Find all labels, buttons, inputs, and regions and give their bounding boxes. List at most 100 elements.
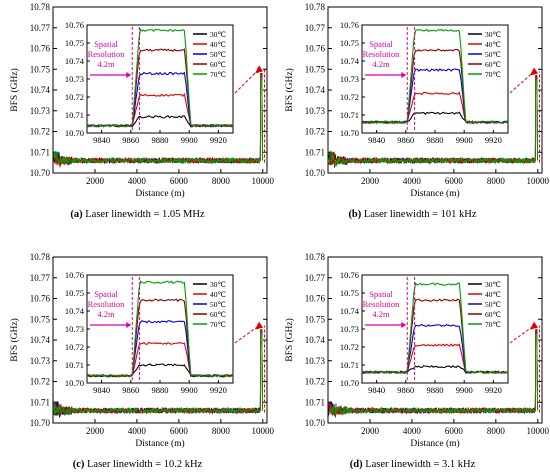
x-axis-label: Distance (m) — [135, 188, 184, 199]
resolution-annotation: Spatial — [94, 289, 118, 299]
chart-panel: 10.70 10.71 10.72 10.73 10.74 10.75 10.76 10.77… — [284, 2, 550, 199]
inset-x-tick-label: 9880 — [427, 385, 444, 395]
y-tick-label: 10.70 — [30, 418, 51, 428]
inset-y-tick-label: 10.72 — [65, 92, 84, 102]
chart-panel: 10.70 10.71 10.72 10.73 10.74 10.75 10.76 10.77… — [9, 2, 275, 199]
x-tick-label: 2000 — [86, 176, 105, 186]
y-tick-label: 10.75 — [30, 64, 51, 74]
legend-label: 40℃ — [485, 290, 502, 299]
inset-y-tick-label: 10.75 — [65, 38, 84, 48]
legend-label: 70℃ — [210, 320, 227, 329]
x-tick-label: 6000 — [170, 176, 189, 186]
inset-y-tick-label: 10.72 — [340, 342, 359, 352]
inset-y-tick-label: 10.73 — [340, 324, 359, 334]
resolution-annotation: 4.2m — [372, 59, 390, 69]
x-tick-label: 10000 — [527, 426, 550, 436]
x-tick-label: 8000 — [212, 426, 231, 436]
x-tick-label: 6000 — [445, 426, 464, 436]
resolution-annotation: Resolution — [363, 299, 401, 309]
resolution-annotation: Spatial — [369, 39, 393, 49]
y-tick-label: 10.77 — [30, 273, 51, 283]
inset-y-tick-label: 10.76 — [340, 270, 359, 280]
caption-d: (d) Laser linewidth = 3.1 kHz — [275, 459, 550, 470]
inset-y-tick-label: 10.70 — [340, 378, 359, 388]
inset-x-tick-label: 9920 — [485, 385, 502, 395]
inset-frame — [86, 274, 234, 384]
y-tick-label: 10.76 — [305, 294, 326, 304]
resolution-annotation: 4.2m — [97, 309, 115, 319]
x-tick-label: 10000 — [527, 176, 550, 186]
inset-series-line — [361, 28, 509, 125]
y-tick-label: 10.75 — [30, 314, 51, 324]
y-tick-label: 10.78 — [30, 2, 51, 12]
y-tick-label: 10.71 — [30, 147, 50, 157]
inset-y-tick-label: 10.71 — [65, 360, 84, 370]
y-tick-label: 10.78 — [305, 2, 326, 12]
inset-series-line — [86, 280, 234, 378]
inset-x-tick-label: 9920 — [210, 135, 227, 145]
series-line — [328, 330, 538, 418]
inset-y-tick-label: 10.76 — [340, 20, 359, 30]
legend-label: 30℃ — [210, 280, 227, 289]
inset-y-tick-label: 10.74 — [65, 56, 85, 66]
legend-label: 40℃ — [210, 290, 227, 299]
x-tick-label: 2000 — [361, 176, 380, 186]
y-axis-label: BFS (GHz) — [284, 68, 295, 112]
inset-frame — [361, 24, 509, 134]
inset-y-tick-label: 10.75 — [340, 38, 359, 48]
x-axis-label: Distance (m) — [135, 438, 184, 449]
caption-a: (a) Laser linewidth = 1.05 MHz — [0, 209, 275, 220]
caption-tag: (d) — [349, 459, 363, 470]
caption-tag: (a) — [70, 209, 83, 220]
inset-x-tick-label: 9900 — [456, 385, 473, 395]
inset-x-tick-label: 9900 — [181, 385, 198, 395]
y-tick-label: 10.78 — [30, 252, 51, 262]
y-tick-label: 10.77 — [305, 23, 326, 33]
inset-series-line — [86, 298, 234, 378]
x-tick-label: 8000 — [212, 176, 231, 186]
resolution-annotation: Resolution — [88, 299, 126, 309]
y-tick-label: 10.72 — [30, 377, 50, 387]
zoom-arrow-head — [255, 321, 264, 330]
inset-x-tick-label: 9840 — [368, 385, 385, 395]
x-tick-label: 4000 — [403, 426, 422, 436]
x-tick-label: 4000 — [128, 176, 147, 186]
inset-x-tick-label: 9900 — [181, 135, 198, 145]
series-line — [53, 333, 263, 416]
legend-label: 50℃ — [210, 300, 227, 309]
y-axis-label: BFS (GHz) — [9, 68, 20, 112]
inset-x-tick-label: 9840 — [93, 385, 110, 395]
legend-label: 40℃ — [485, 40, 502, 49]
legend-label: 50℃ — [485, 50, 502, 59]
inset-x-tick-label: 9840 — [93, 135, 110, 145]
x-axis-label: Distance (m) — [410, 188, 459, 199]
resolution-annotation: 4.2m — [372, 309, 390, 319]
inset-series-line — [361, 48, 509, 124]
inset-y-tick-label: 10.74 — [340, 56, 360, 66]
inset-y-tick-label: 10.72 — [65, 342, 84, 352]
inset-y-tick-label: 10.71 — [340, 110, 359, 120]
caption-text: Laser linewidth = 10.2 kHz — [87, 459, 203, 470]
y-tick-label: 10.71 — [305, 397, 325, 407]
legend-label: 30℃ — [485, 30, 502, 39]
chart-panel: 10.70 10.71 10.72 10.73 10.74 10.75 10.76 10.77… — [9, 252, 275, 449]
inset-x-tick-label: 9880 — [152, 135, 169, 145]
caption-c: (c) Laser linewidth = 10.2 kHz — [0, 459, 275, 470]
inset-x-tick-label: 9860 — [397, 385, 414, 395]
resolution-annotation: Resolution — [363, 49, 401, 59]
legend-label: 60℃ — [485, 60, 502, 69]
y-tick-label: 10.73 — [30, 106, 51, 116]
y-tick-label: 10.75 — [305, 64, 326, 74]
inset-x-tick-label: 9920 — [210, 385, 227, 395]
legend-label: 70℃ — [485, 320, 502, 329]
y-tick-label: 10.70 — [30, 168, 51, 178]
caption-text: Laser linewidth = 3.1 kHz — [365, 459, 476, 470]
inset-y-tick-label: 10.75 — [65, 288, 84, 298]
inset-y-tick-label: 10.73 — [340, 74, 359, 84]
x-tick-label: 4000 — [403, 176, 422, 186]
resolution-arrow-head — [126, 72, 132, 78]
y-tick-label: 10.72 — [30, 127, 50, 137]
y-tick-label: 10.74 — [305, 85, 326, 95]
y-tick-label: 10.74 — [305, 335, 326, 345]
inset-y-tick-label: 10.70 — [65, 128, 84, 138]
